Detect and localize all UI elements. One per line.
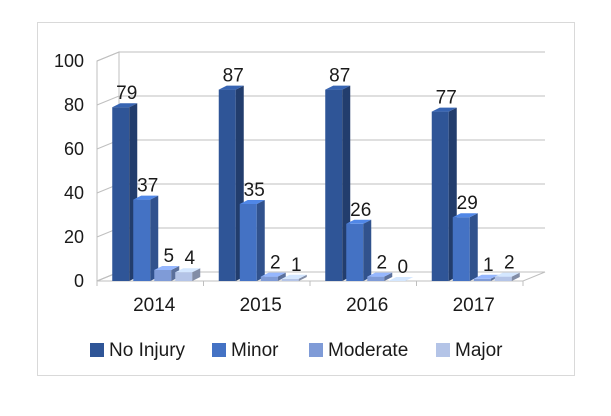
bar-top bbox=[388, 277, 414, 281]
data-label: 79 bbox=[116, 83, 137, 104]
legend: No Injury Minor Moderate Major bbox=[90, 340, 503, 361]
bar-side bbox=[256, 200, 265, 281]
data-label: 35 bbox=[244, 180, 265, 201]
data-label: 2 bbox=[270, 253, 281, 274]
data-label: 1 bbox=[291, 255, 302, 276]
bar-side bbox=[277, 272, 286, 281]
bar-major-2014 bbox=[175, 272, 193, 281]
bar-no-injury-2015 bbox=[218, 89, 236, 281]
bar-minor-2014 bbox=[133, 199, 151, 281]
bar-side bbox=[298, 274, 307, 281]
bar-no-injury-2016 bbox=[325, 89, 343, 281]
data-label: 29 bbox=[457, 193, 478, 214]
legend-swatch bbox=[436, 343, 450, 357]
legend-swatch bbox=[90, 343, 104, 357]
bar-top bbox=[133, 195, 159, 200]
x-category-label: 2017 bbox=[453, 295, 495, 316]
legend-label: No Injury bbox=[109, 340, 186, 361]
x-category-label: 2016 bbox=[346, 295, 388, 316]
bar-no-injury-2014 bbox=[112, 107, 130, 281]
gridline bbox=[96, 51, 545, 62]
bar-top bbox=[239, 200, 265, 204]
bar-top bbox=[367, 272, 393, 277]
bar-major-2015 bbox=[281, 278, 299, 281]
bars bbox=[112, 85, 520, 281]
legend-label: Major bbox=[455, 340, 503, 361]
bar-top bbox=[218, 85, 244, 90]
bar-moderate-2015 bbox=[260, 276, 278, 281]
legend-label: Moderate bbox=[328, 340, 408, 361]
data-label: 0 bbox=[397, 257, 408, 278]
bar-top bbox=[431, 107, 457, 112]
bar-side bbox=[469, 213, 478, 281]
data-label: 4 bbox=[184, 248, 195, 269]
bar-top bbox=[346, 219, 372, 224]
bar-top bbox=[452, 213, 478, 218]
data-label: 1 bbox=[483, 255, 494, 276]
data-label: 2 bbox=[504, 253, 515, 274]
x-category-label: 2015 bbox=[240, 295, 282, 316]
bar-moderate-2017 bbox=[473, 278, 491, 281]
gridline bbox=[96, 183, 545, 194]
data-label: 77 bbox=[436, 88, 457, 109]
gridline bbox=[96, 139, 545, 150]
y-tick-label: 100 bbox=[54, 51, 84, 71]
bar-minor-2015 bbox=[239, 204, 257, 281]
x-category-label: 2014 bbox=[133, 295, 176, 316]
bar-top bbox=[325, 85, 351, 90]
legend-swatch bbox=[309, 343, 323, 357]
bar-top bbox=[112, 103, 138, 108]
bar-minor-2016 bbox=[346, 223, 364, 281]
bar-minor-2017 bbox=[452, 217, 470, 281]
bar-top bbox=[154, 266, 180, 270]
bar-top bbox=[281, 274, 307, 279]
data-label: 87 bbox=[329, 66, 350, 87]
gridline bbox=[96, 227, 545, 238]
bar-top bbox=[473, 274, 499, 279]
data-label: 87 bbox=[223, 66, 244, 87]
data-label: 26 bbox=[350, 200, 371, 221]
bar-side bbox=[511, 272, 520, 281]
bar-major-2017 bbox=[494, 276, 512, 281]
bar-side bbox=[192, 268, 201, 281]
x-axis-categories: 2014 2015 2016 2017 bbox=[133, 295, 495, 316]
bar-top bbox=[175, 268, 201, 273]
bar-no-injury-2017 bbox=[431, 111, 449, 281]
bar-side bbox=[363, 219, 372, 281]
y-tick-label: 0 bbox=[74, 271, 84, 291]
y-tick-label: 20 bbox=[64, 227, 84, 247]
gridline bbox=[96, 95, 545, 106]
bar-side bbox=[384, 272, 393, 281]
y-tick-label: 60 bbox=[64, 139, 84, 159]
y-tick-label: 40 bbox=[64, 183, 84, 203]
bar-top bbox=[494, 272, 520, 277]
bar-side bbox=[150, 195, 159, 281]
data-label: 37 bbox=[137, 176, 158, 197]
y-axis-ticks: 0 20 40 60 80 100 bbox=[54, 51, 84, 291]
data-label: 5 bbox=[163, 246, 174, 267]
legend-swatch bbox=[212, 343, 226, 357]
bar-top bbox=[260, 272, 286, 277]
data-label: 2 bbox=[376, 253, 387, 274]
y-tick-label: 80 bbox=[64, 95, 84, 115]
bar-moderate-2016 bbox=[367, 276, 385, 281]
legend-label: Minor bbox=[231, 340, 279, 361]
bar-moderate-2014 bbox=[154, 270, 172, 281]
